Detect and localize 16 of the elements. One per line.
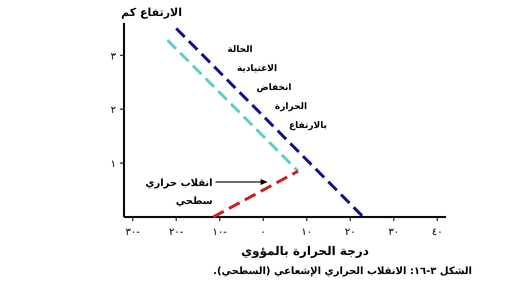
- y-tick-label: ١: [110, 159, 116, 170]
- x-tick-label: ٢٠: [344, 227, 356, 238]
- y-tick-label: ٣: [110, 51, 117, 62]
- text: الشكل ٣-١٦: الانقلاب الحراري الإشعاعي (السطحي).: [213, 266, 472, 277]
- x-tick-label: ٣٠: [388, 227, 400, 238]
- x-tick-label: ٣٠-: [126, 227, 140, 238]
- annotation: انقلاب حراري سطحي: [145, 178, 213, 207]
- x-tick-label: ٤٠: [432, 227, 443, 238]
- x-tick-label: ٢٠-: [169, 227, 184, 238]
- x-axis-title: درجة الحرارة بالمؤوي: [241, 244, 369, 258]
- annotation: الحالة الاعتيادية انخفاض الحرارة بالارتفاع: [227, 45, 328, 131]
- y-axis-title: الارتفاع كم: [121, 6, 182, 19]
- x-tick-label: ١٠-: [212, 227, 228, 238]
- y-tick-label: ٢: [110, 105, 116, 116]
- x-tick-label: ٠: [260, 227, 266, 238]
- x-tick-label: ١٠: [301, 227, 312, 238]
